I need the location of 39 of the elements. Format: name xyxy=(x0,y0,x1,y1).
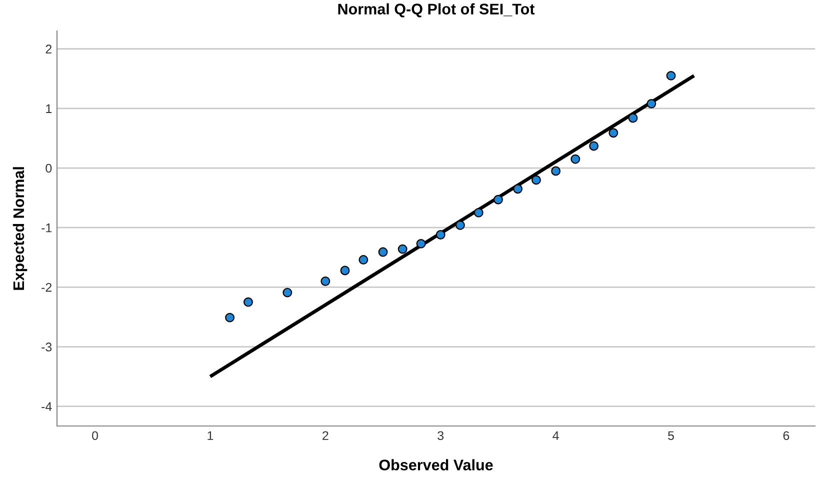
point xyxy=(455,220,465,230)
point xyxy=(646,98,656,108)
point xyxy=(589,141,599,151)
point xyxy=(416,238,426,248)
y-tick-label: -2 xyxy=(42,282,52,292)
chart-title: Normal Q-Q Plot of SEI_Tot xyxy=(338,3,535,18)
point xyxy=(398,244,408,254)
point xyxy=(378,247,388,257)
x-tick-label: 3 xyxy=(438,431,444,440)
point xyxy=(513,184,523,194)
point xyxy=(551,166,561,176)
x-tick-label: 4 xyxy=(552,431,559,440)
point xyxy=(436,230,446,240)
x-tick-label: 1 xyxy=(208,431,214,440)
point xyxy=(493,194,503,204)
y-tick-label: -3 xyxy=(42,342,52,352)
y-tick-label: -4 xyxy=(42,402,52,411)
point xyxy=(628,113,638,123)
point xyxy=(358,255,368,264)
x-tick-label: 0 xyxy=(92,431,98,440)
x-tick-label: 5 xyxy=(668,431,674,440)
point xyxy=(570,154,580,164)
point xyxy=(532,175,541,185)
point xyxy=(666,70,676,80)
x-axis-title: Observed Value xyxy=(379,459,493,470)
y-axis-title: Expected Normal xyxy=(12,167,28,290)
y-tick-label: 2 xyxy=(46,44,52,54)
point xyxy=(244,297,253,307)
point xyxy=(340,266,350,276)
y-tick-label: 0 xyxy=(46,164,52,173)
point xyxy=(320,276,330,286)
x-tick-label: 6 xyxy=(783,431,790,440)
y-tick-label: 1 xyxy=(46,104,52,113)
x-tick-label: 2 xyxy=(322,431,328,440)
point xyxy=(474,208,484,218)
point xyxy=(608,128,618,138)
point xyxy=(225,312,235,322)
point xyxy=(282,288,292,298)
y-tick-label: -1 xyxy=(42,224,52,232)
